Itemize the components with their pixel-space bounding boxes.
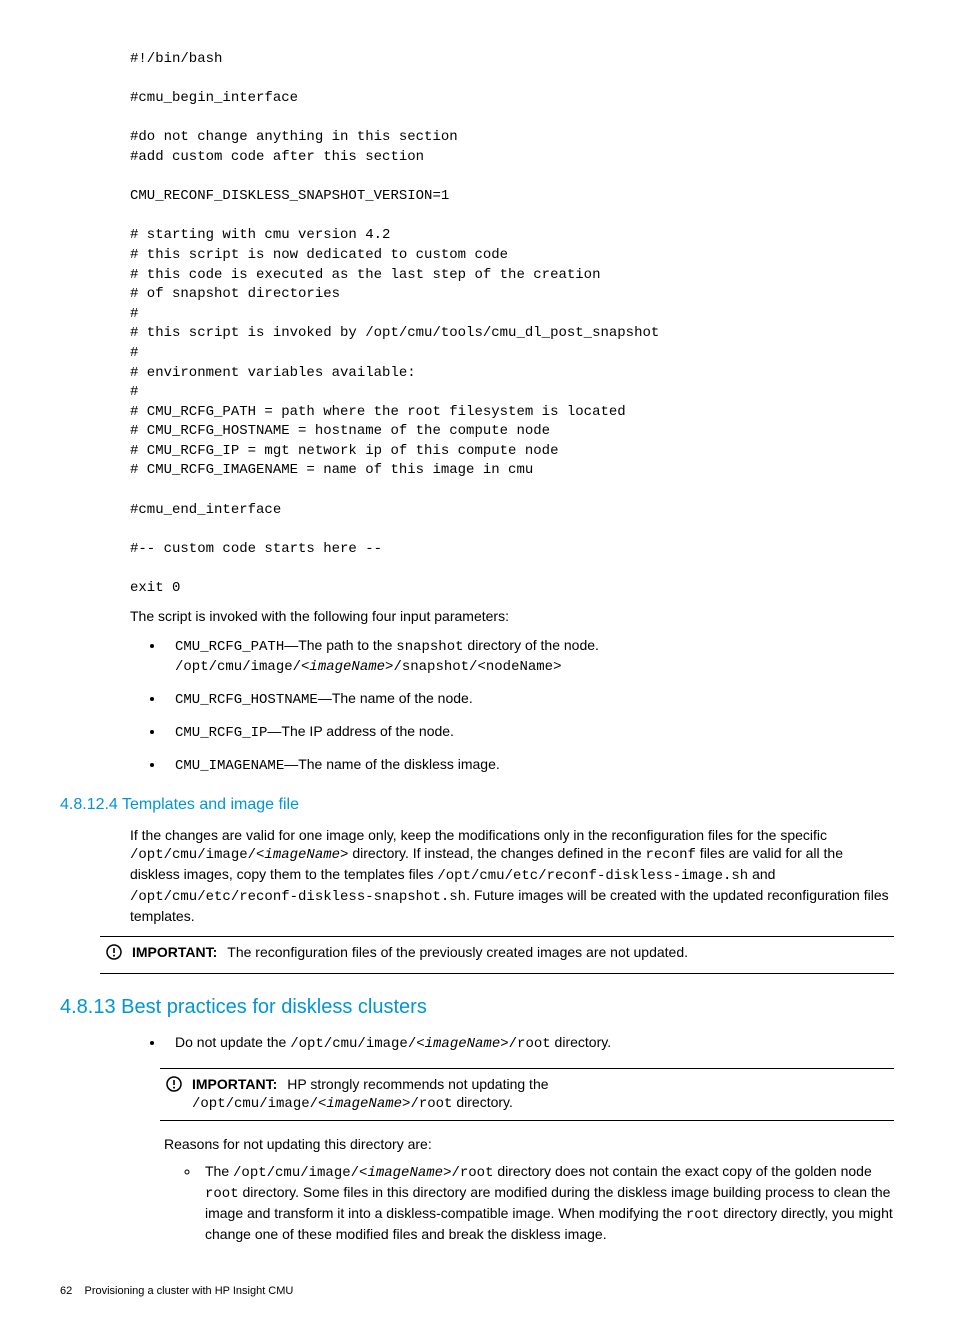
path-text: >/snapshot/<nodeName> (385, 659, 561, 675)
mono-text: root (205, 1186, 239, 1202)
text: —The name of the diskless image. (284, 756, 500, 772)
callout-msg: The reconfiguration files of the previou… (227, 944, 688, 960)
reasons-list: The /opt/cmu/image/<imageName>/root dire… (60, 1162, 894, 1244)
reasons-intro: Reasons for not updating this directory … (164, 1135, 894, 1154)
param-code: CMU_RCFG_PATH (175, 639, 284, 655)
list-item: CMU_RCFG_IP—The IP address of the node. (165, 722, 894, 743)
path-text: >/root (443, 1165, 493, 1181)
text: The (205, 1163, 233, 1179)
path-text: /opt/cmu/image/< (130, 847, 264, 863)
important-label: IMPORTANT: (192, 1076, 277, 1092)
list-item: Do not update the /opt/cmu/image/<imageN… (165, 1033, 894, 1054)
list-item: CMU_RCFG_HOSTNAME—The name of the node. (165, 689, 894, 710)
text: Do not update the (175, 1034, 290, 1050)
list-item: The /opt/cmu/image/<imageName>/root dire… (200, 1162, 894, 1244)
text: directory. (452, 1094, 512, 1110)
footer-title: Provisioning a cluster with HP Insight C… (84, 1285, 293, 1297)
templates-paragraph: If the changes are valid for one image o… (130, 826, 894, 926)
text: If the changes are valid for one image o… (130, 827, 827, 843)
path-var: imageName (264, 847, 340, 863)
important-callout-2: IMPORTANT: HP strongly recommends not upd… (160, 1068, 894, 1122)
path-var: imageName (367, 1165, 443, 1181)
text: —The path to the (284, 637, 396, 653)
path-var: imageName (326, 1096, 402, 1112)
path-var: imageName (309, 659, 385, 675)
important-icon (100, 944, 128, 967)
callout-body: IMPORTANT: The reconfiguration files of t… (128, 943, 894, 962)
section-4-8-12-4-heading: 4.8.12.4 Templates and image file (60, 794, 894, 816)
mono-text: reconf (646, 847, 696, 863)
path-var: imageName (425, 1036, 501, 1052)
text: and (748, 866, 775, 882)
important-label: IMPORTANT: (132, 944, 217, 960)
important-callout: IMPORTANT: The reconfiguration files of t… (100, 936, 894, 974)
page-number: 62 (60, 1285, 72, 1297)
text: directory does not contain the exact cop… (493, 1163, 871, 1179)
path-text: /opt/cmu/image/< (290, 1036, 424, 1052)
path-text: >/root (402, 1096, 452, 1112)
text: —The IP address of the node. (267, 723, 454, 739)
path-text: /opt/cmu/etc/reconf-diskless-image.sh (437, 868, 748, 884)
path-text: >/root (500, 1036, 550, 1052)
page-footer: 62 Provisioning a cluster with HP Insigh… (60, 1284, 894, 1299)
list-item: CMU_IMAGENAME—The name of the diskless i… (165, 755, 894, 776)
path-text: /opt/cmu/etc/reconf-diskless-snapshot.sh (130, 889, 466, 905)
best-practices-list: Do not update the /opt/cmu/image/<imageN… (60, 1033, 894, 1054)
path-text: /opt/cmu/image/< (192, 1096, 326, 1112)
param-code: CMU_IMAGENAME (175, 758, 284, 774)
path-text: /opt/cmu/image/< (233, 1165, 367, 1181)
text: directory. If instead, the changes defin… (348, 845, 645, 861)
list-item: CMU_RCFG_PATH—The path to the snapshot d… (165, 636, 894, 678)
parameter-list: CMU_RCFG_PATH—The path to the snapshot d… (60, 636, 894, 776)
mono-text: root (686, 1207, 720, 1223)
param-code: CMU_RCFG_IP (175, 725, 267, 741)
callout-body: IMPORTANT: HP strongly recommends not upd… (188, 1075, 894, 1115)
text: directory. (551, 1034, 611, 1050)
section-4-8-13-heading: 4.8.13 Best practices for diskless clust… (60, 994, 894, 1021)
text: directory of the node. (464, 637, 599, 653)
important-icon (160, 1076, 188, 1099)
text: HP strongly recommends not updating the (287, 1076, 548, 1092)
param-code: CMU_RCFG_HOSTNAME (175, 692, 318, 708)
text: —The name of the node. (318, 690, 473, 706)
intro-paragraph: The script is invoked with the following… (130, 607, 894, 626)
mono-text: snapshot (396, 639, 463, 655)
path-text: /opt/cmu/image/< (175, 659, 309, 675)
script-code-block: #!/bin/bash #cmu_begin_interface #do not… (130, 50, 894, 599)
